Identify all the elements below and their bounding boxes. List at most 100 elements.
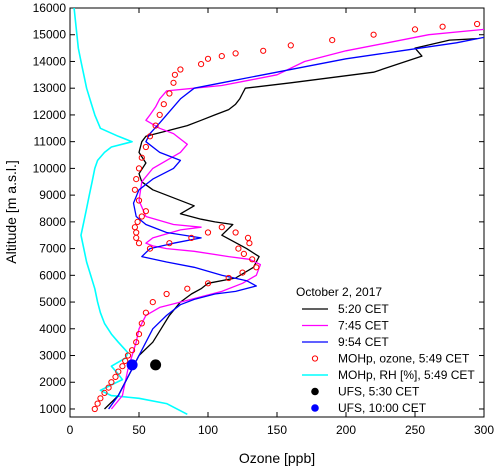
ozone-point: [135, 331, 143, 338]
ozone-point: [135, 165, 143, 172]
ozone-point: [91, 405, 98, 413]
ozone-point: [204, 280, 212, 287]
y-axis-title: Altitude [m a.s.l.]: [3, 160, 19, 263]
y-tick-label: 6000: [39, 268, 66, 282]
y-tick-label: 16000: [33, 1, 67, 15]
y-tick-label: 11000: [34, 135, 67, 149]
ozone-point: [166, 240, 173, 247]
ozone-point: [112, 373, 119, 380]
legend-symbol-ufs-5-30-cet: [311, 387, 319, 396]
ozone-point: [156, 111, 163, 119]
ozone-point: [188, 234, 195, 241]
legend-label-5-20-cet: 5:20 CET: [338, 302, 389, 316]
ozone-point: [131, 186, 138, 193]
plot-area: [69, 7, 485, 418]
ozone-point: [218, 53, 225, 60]
ozone-point: [138, 320, 145, 327]
x-tick-label: 200: [336, 423, 356, 437]
ozone-point: [370, 31, 377, 38]
ozone-point: [101, 389, 108, 396]
ozone-point: [329, 37, 336, 44]
series-line-9-54-cet: [108, 36, 484, 410]
ozone-point: [135, 197, 143, 204]
ozone-point: [138, 154, 145, 161]
ozone-point: [177, 66, 184, 73]
ozone-point: [119, 363, 126, 370]
ozone-point: [287, 42, 294, 49]
ozone-point: [198, 61, 205, 68]
marker-ufs-10-00-cet: [126, 359, 138, 371]
ozone-point: [135, 240, 143, 247]
ozone-point: [244, 234, 252, 241]
ozone-point: [171, 71, 178, 78]
y-tick-label: 13000: [33, 81, 67, 95]
ozone-point: [439, 23, 446, 30]
marker-ufs-5-30-cet: [150, 359, 162, 371]
series-line-mohp-rh-5-49-cet: [73, 8, 188, 416]
ozone-point: [232, 229, 239, 236]
ozone-point: [249, 256, 256, 263]
y-tick-label: 10000: [33, 161, 67, 175]
ozone-point: [232, 50, 239, 57]
ozone-point: [163, 290, 170, 298]
legend-label-mohp-ozone-5-49-cet: MOHp, ozone, 5:49 CET: [338, 352, 470, 366]
ozone-point: [142, 143, 149, 151]
y-tick-label: 4000: [39, 322, 66, 336]
ozone-point: [204, 55, 212, 62]
ozone-point: [149, 299, 156, 306]
ozone-point: [122, 357, 129, 364]
x-axis-title: Ozone [ppb]: [239, 450, 315, 466]
ozone-point: [124, 352, 132, 359]
ozone-point: [184, 285, 191, 292]
x-tick-label: 100: [198, 423, 218, 437]
ozone-point: [129, 347, 136, 354]
ozone-point: [160, 101, 167, 108]
legend-label-7-45-cet: 7:45 CET: [338, 319, 389, 333]
legend-symbol-mohp-ozone-5-49-cet: [311, 355, 319, 362]
y-tick-label: 9000: [39, 188, 66, 202]
legend-title: October 2, 2017: [296, 285, 382, 299]
ozone-point: [133, 176, 140, 183]
y-tick-label: 15000: [33, 28, 67, 42]
ozone-point: [239, 269, 246, 276]
ozone-point: [146, 245, 154, 252]
x-tick-label: 50: [132, 423, 146, 437]
ozone-point: [108, 379, 115, 386]
y-tick-label: 8000: [39, 215, 66, 229]
ozone-point: [225, 274, 232, 282]
ozone-point: [146, 133, 154, 140]
ozone-point: [260, 47, 267, 54]
y-tick-label: 2000: [39, 375, 66, 389]
ozone-point: [142, 208, 149, 215]
y-tick-label: 14000: [33, 54, 67, 68]
legend-label-mohp-rh-5-49-cet: MOHp, RH [%], 5:49 CET: [338, 368, 475, 382]
series-layer: [73, 8, 484, 416]
legend-symbol-ufs-10-00-cet: [311, 404, 319, 412]
ozone-point: [240, 250, 247, 257]
legend-label-ufs-5-30-cet: UFS, 5:30 CET: [338, 385, 420, 399]
ozone-point: [235, 245, 242, 252]
ozone-point: [166, 90, 173, 97]
axis-ticks: 0 50 100 150 200 250 300 1000 2000 3000 4000 5000 60…: [33, 1, 495, 437]
ozone-point: [253, 264, 260, 271]
ozone-point: [411, 26, 419, 33]
legend: October 2, 2017 5:20 CET 7:45 CET 9:54 CET…: [296, 285, 475, 415]
x-tick-label: 150: [267, 423, 287, 437]
y-tick-label: 7000: [39, 242, 66, 256]
ozone-point: [105, 384, 112, 391]
ozone-point: [204, 229, 212, 236]
ozone-point: [152, 122, 159, 129]
ozone-point: [94, 400, 101, 407]
ozone-point: [131, 224, 138, 231]
ozone-point: [134, 218, 141, 225]
ozone-point: [142, 309, 149, 316]
ozone-point: [97, 395, 104, 402]
y-tick-label: 3000: [39, 349, 66, 363]
x-tick-label: 250: [405, 423, 425, 437]
y-tick-label: 5000: [39, 295, 66, 309]
ozone-point: [218, 224, 225, 231]
ozone-point: [138, 213, 145, 220]
ozone-point: [133, 339, 140, 346]
ozone-point: [474, 20, 481, 28]
